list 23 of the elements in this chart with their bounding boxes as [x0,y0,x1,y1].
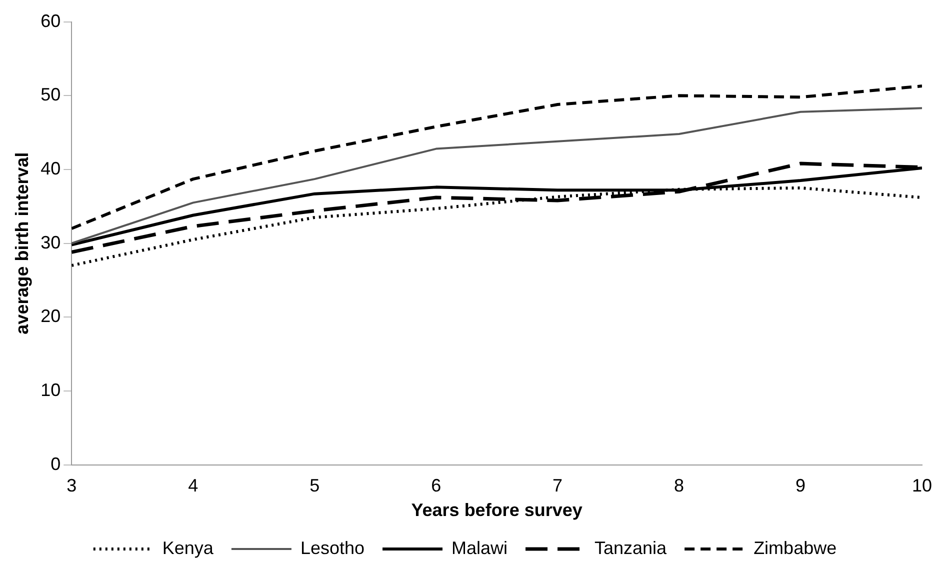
x-tick-label: 3 [66,476,77,496]
x-axis-title: Years before survey [411,500,582,520]
x-tick-label: 10 [912,476,932,496]
y-tick-label: 0 [50,454,61,474]
legend-label: Zimbabwe [754,538,837,558]
x-tick-label: 7 [552,476,563,496]
line-series [72,84,922,230]
y-axis-title: average birth interval [12,152,32,334]
x-tick-label: 9 [796,476,806,496]
y-tick-label: 30 [40,232,61,252]
legend-label: Kenya [162,538,214,558]
y-tick-label: 50 [40,84,61,105]
x-tick-label: 6 [431,476,442,496]
y-tick-label: 60 [40,10,61,31]
legend-label: Malawi [452,538,508,558]
legend-label: Lesotho [300,538,365,558]
y-tick-label: 20 [40,306,61,326]
x-tick-label: 8 [674,476,684,496]
y-tick-label: 40 [40,158,61,178]
y-tick-label: 10 [40,380,61,400]
x-tick-label: 5 [310,476,320,496]
legend-label: Tanzania [594,538,668,558]
x-tick-label: 4 [188,476,198,496]
